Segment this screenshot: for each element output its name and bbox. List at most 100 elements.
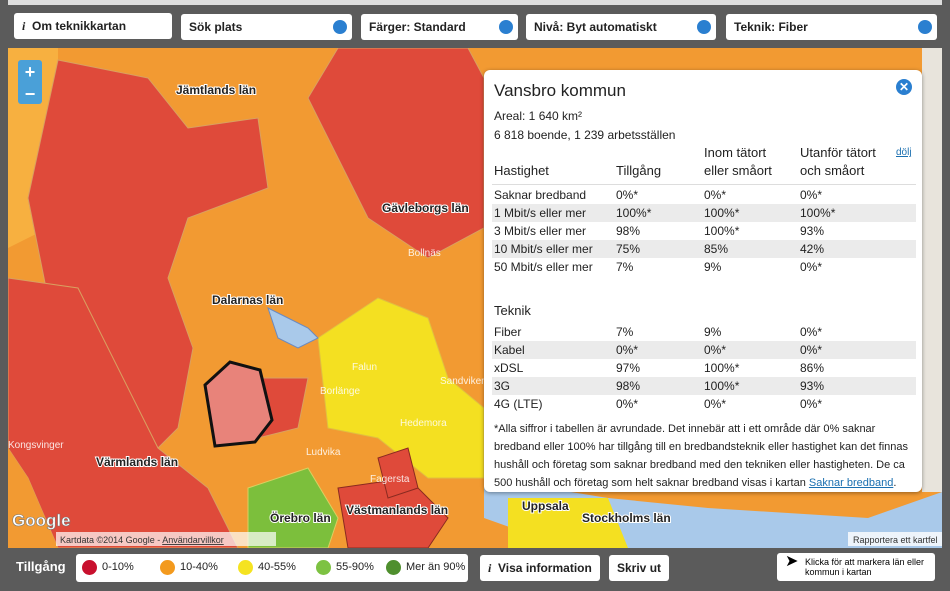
map-label: Falun xyxy=(352,362,377,373)
table-cell: 7% xyxy=(616,260,634,274)
table-row: 3 Mbit/s eller mer 98% 100%* 93% xyxy=(492,222,916,240)
header-cell: Inom tätort eller småort xyxy=(704,145,772,178)
map-label: Hedemora xyxy=(400,418,447,429)
table-cell: Fiber xyxy=(494,325,522,339)
table-cell: 0%* xyxy=(704,397,727,411)
table-cell: 0%* xyxy=(800,397,823,411)
table-cell: 100%* xyxy=(704,379,740,393)
legend-label: 40-55% xyxy=(258,561,296,573)
table-cell: 100%* xyxy=(704,206,740,220)
table-cell: 7% xyxy=(616,325,634,339)
table-cell: 50 Mbit/s eller mer xyxy=(494,260,593,274)
table-row: Kabel 0%* 0%* 0%* xyxy=(492,341,916,359)
report-link[interactable]: Rapportera ett kartfel xyxy=(853,535,938,545)
table-cell: 98% xyxy=(616,224,641,238)
table-cell: 1 Mbit/s eller mer xyxy=(494,206,587,220)
region xyxy=(8,448,58,548)
table-cell: 98% xyxy=(616,379,641,393)
level-dropdown[interactable]: Nivå: Byt automatiskt xyxy=(526,14,716,40)
table-cell: xDSL xyxy=(494,361,524,375)
table-cell: Kabel xyxy=(494,343,525,357)
legend-label: 55-90% xyxy=(336,561,374,573)
map-label: Kongsvinger xyxy=(8,440,64,451)
table-row: 10 Mbit/s eller mer 75% 85% 42% xyxy=(492,240,916,258)
legend-swatch xyxy=(160,560,175,575)
table-cell: 75% xyxy=(616,242,641,256)
table-cell: 100%* xyxy=(800,206,836,220)
terms-link[interactable]: Användarvillkor xyxy=(162,535,224,545)
legend-swatch xyxy=(82,560,97,575)
lake xyxy=(267,307,319,349)
table-row: xDSL 97% 100%* 86% xyxy=(492,359,916,377)
search-label: Sök plats xyxy=(189,20,243,34)
map-label: Jämtlands län xyxy=(176,83,256,97)
map-label: Bollnäs xyxy=(408,248,441,259)
note-end: . xyxy=(893,477,897,489)
about-button[interactable]: i Om teknikkartan xyxy=(14,13,172,39)
table-cell: 93% xyxy=(800,379,825,393)
table-cell: 0%* xyxy=(800,343,823,357)
table-cell: Saknar bredband xyxy=(494,188,587,202)
print-button[interactable]: Skriv ut xyxy=(609,555,669,581)
table-cell: 9% xyxy=(704,325,722,339)
table-cell: 0%* xyxy=(704,343,727,357)
table-row: Fiber 7% 9% 0%* xyxy=(492,323,916,341)
search-dropdown[interactable]: Sök plats xyxy=(181,14,352,40)
zoom-in[interactable]: + xyxy=(25,62,36,82)
table-cell: 93% xyxy=(800,224,825,238)
map-label: Fagersta xyxy=(370,474,410,485)
table-cell: 3 Mbit/s eller mer xyxy=(494,224,587,238)
technology-label: Teknik: Fiber xyxy=(734,20,808,34)
header-cell: Tillgång xyxy=(616,163,662,178)
table-cell: 4G (LTE) xyxy=(494,397,543,411)
print-label: Skriv ut xyxy=(617,561,662,575)
map-label: Värmlands län xyxy=(96,455,178,469)
note-text: *Alla siffror i tabellen är avrundade. D… xyxy=(494,423,908,489)
hint-text: Klicka för att markera län eller kommun … xyxy=(805,557,925,577)
info-button[interactable]: i Visa information xyxy=(480,555,600,581)
popup-note: *Alla siffror i tabellen är avrundade. D… xyxy=(494,420,912,492)
table-cell: 97% xyxy=(616,361,641,375)
colors-dropdown[interactable]: Färger: Standard xyxy=(361,14,518,40)
note-link[interactable]: Saknar bredband xyxy=(808,477,894,489)
level-label: Nivå: Byt automatiskt xyxy=(534,20,657,34)
table-cell: 86% xyxy=(800,361,825,375)
map-label: Gävleborgs län xyxy=(382,201,469,215)
table-cell: 100%* xyxy=(704,361,740,375)
table-cell: 0%* xyxy=(800,325,823,339)
table-cell: 0%* xyxy=(800,188,823,202)
report-bg xyxy=(848,532,942,546)
hide-link[interactable]: dölj xyxy=(896,147,912,158)
zoom-out[interactable]: − xyxy=(25,84,36,104)
google-logo[interactable]: Google xyxy=(12,511,71,531)
legend-label: Mer än 90% xyxy=(406,561,466,573)
popup-title: Vansbro kommun xyxy=(494,81,626,100)
technology-dropdown[interactable]: Teknik: Fiber xyxy=(726,14,937,40)
legend-label: 0-10% xyxy=(102,561,134,573)
selected-municipality[interactable] xyxy=(203,360,274,448)
legend-swatch xyxy=(316,560,331,575)
info-label: Visa information xyxy=(498,561,592,575)
map-label: Borlänge xyxy=(320,386,360,397)
about-label: Om teknikkartan xyxy=(32,19,127,33)
legend-swatch xyxy=(386,560,401,575)
table-cell: 0%* xyxy=(616,397,639,411)
table-cell: 100%* xyxy=(704,224,740,238)
popup-population: 6 818 boende, 1 239 arbetsställen xyxy=(494,128,676,142)
table-cell: 42% xyxy=(800,242,825,256)
legend-label: 10-40% xyxy=(180,561,218,573)
legend: 0-10% 10-40% 40-55% 55-90% Mer än 90% xyxy=(76,554,468,582)
table-row: 50 Mbit/s eller mer 7% 9% 0%* xyxy=(492,258,916,276)
close-button[interactable]: ✕ xyxy=(896,79,912,95)
region xyxy=(508,498,628,548)
zoom-controls[interactable] xyxy=(18,60,42,104)
legend-swatch xyxy=(238,560,253,575)
map-label: Ludvika xyxy=(306,447,341,458)
table-row: 3G 98% 100%* 93% xyxy=(492,377,916,395)
map-label: Stockholms län xyxy=(582,511,671,525)
attribution: Kartdata ©2014 Google - Användarvillkor xyxy=(60,535,224,545)
header-cell: Utanför tätort och småort xyxy=(800,145,876,178)
map-label: Örebro län xyxy=(270,510,331,525)
tab-strip xyxy=(8,0,942,5)
